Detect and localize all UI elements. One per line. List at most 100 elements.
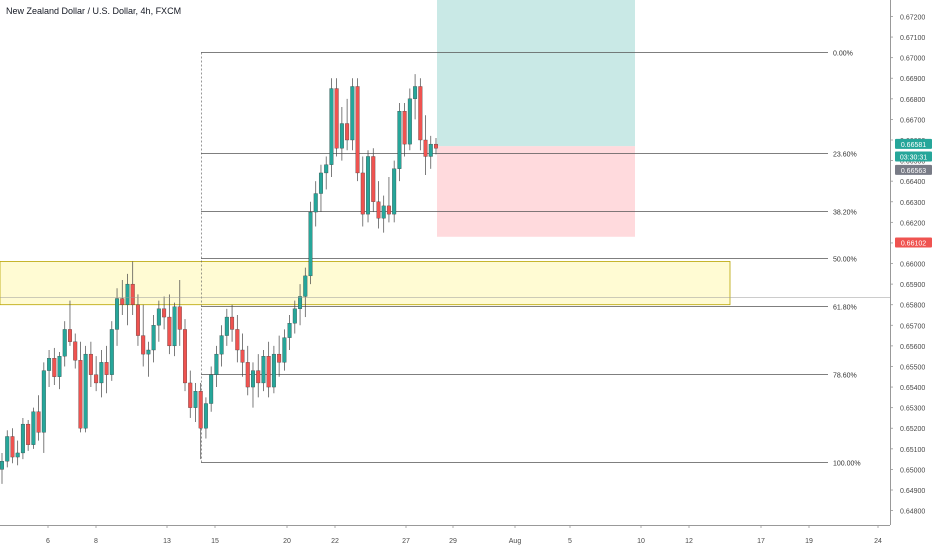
price-badge <box>895 151 932 162</box>
candle-body <box>88 353 93 375</box>
candle-body <box>219 335 224 355</box>
time-tick-label: 8 <box>94 538 98 545</box>
candle-body <box>329 88 334 165</box>
price-tick-label: 0.66200 <box>900 220 925 227</box>
time-tick-label: Aug <box>509 538 522 545</box>
candle-body <box>151 325 156 351</box>
candle-body <box>15 452 20 458</box>
candle-body <box>0 461 4 470</box>
price-tick-label: 0.65200 <box>900 426 925 433</box>
candle-body <box>345 123 350 141</box>
candle-body <box>303 275 308 297</box>
candle-body <box>428 143 433 157</box>
price-tick-label: 0.65800 <box>900 303 925 310</box>
price-badge-label: 0.66581 <box>901 142 926 149</box>
price-tick-label: 0.66300 <box>900 200 925 207</box>
candle-body <box>214 353 219 375</box>
price-tick-label: 0.66900 <box>900 76 925 83</box>
candle-body <box>62 329 67 357</box>
time-tick-label: 17 <box>757 538 765 545</box>
price-badge-label: 0.66563 <box>901 168 926 175</box>
price-tick-label: 0.66400 <box>900 179 925 186</box>
candle-body <box>20 423 25 454</box>
candle-body <box>230 316 235 330</box>
time-tick-label: 13 <box>163 538 171 545</box>
candle-body <box>397 111 402 169</box>
candle-body <box>198 391 203 429</box>
price-tick-label: 0.66500 <box>900 159 925 166</box>
price-tick-label: 0.65600 <box>900 344 925 351</box>
candle-body <box>67 329 72 342</box>
candle-body <box>188 382 193 408</box>
candle-body <box>287 323 292 338</box>
candle-body <box>355 86 360 174</box>
candle-body <box>78 360 83 429</box>
candle-body <box>418 86 423 141</box>
candle-body <box>26 423 31 445</box>
candle-body <box>47 358 52 371</box>
candle-body <box>10 436 15 458</box>
price-badge <box>895 237 932 248</box>
candle-body <box>177 306 182 330</box>
candle-body <box>313 193 318 213</box>
candle-body <box>381 205 386 219</box>
candle-body <box>261 356 266 384</box>
fib-level-label: 100.00% <box>833 461 861 468</box>
candle-body <box>282 337 287 363</box>
time-tick-label: 6 <box>46 538 50 545</box>
candle-body <box>324 164 329 174</box>
price-tick-label: 0.65300 <box>900 406 925 413</box>
time-tick-label: 29 <box>449 538 457 545</box>
candle-body <box>99 362 104 384</box>
time-tick-label: 15 <box>211 538 219 545</box>
price-badge-label: 03:30:31 <box>900 154 927 161</box>
candle-body <box>141 335 146 355</box>
price-tick-label: 0.65700 <box>900 323 925 330</box>
candle-body <box>402 111 407 145</box>
time-tick-label: 22 <box>331 538 339 545</box>
candle-body <box>360 172 365 215</box>
candle-body <box>5 436 10 462</box>
candle-body <box>209 374 214 404</box>
fib-level-label: 61.80% <box>833 305 857 312</box>
time-tick-label: 5 <box>568 538 572 545</box>
candle-body <box>183 329 187 384</box>
candle-body <box>146 349 151 355</box>
candle-body <box>52 358 57 377</box>
candle-body <box>224 316 229 336</box>
candle-body <box>318 172 323 194</box>
position-loss-area <box>437 146 635 237</box>
candle-body <box>334 88 339 149</box>
fib-level-label: 23.60% <box>833 152 857 159</box>
price-tick-label: 0.67000 <box>900 56 925 63</box>
time-tick-label: 20 <box>283 538 291 545</box>
time-tick-label: 10 <box>637 538 645 545</box>
candle-body <box>407 98 412 145</box>
candle-body <box>94 374 99 384</box>
candle-body <box>266 356 271 388</box>
time-tick-label: 19 <box>805 538 813 545</box>
price-tick-label: 0.66700 <box>900 117 925 124</box>
candle-body <box>251 370 255 388</box>
candle-body <box>125 283 130 305</box>
candle-body <box>298 296 303 309</box>
candle-body <box>31 411 36 445</box>
candle-body <box>392 168 397 215</box>
candle-body <box>366 156 371 215</box>
candle-body <box>308 211 313 277</box>
fib-level-label: 0.00% <box>833 51 853 58</box>
price-tick-label: 0.67100 <box>900 35 925 42</box>
candle-body <box>235 329 240 351</box>
candle-body <box>36 411 41 433</box>
price-badge-label: 0.66102 <box>901 241 926 248</box>
candle-body <box>277 353 282 363</box>
candle-body <box>130 283 135 305</box>
candle-body <box>135 304 140 336</box>
price-tick-label: 0.67200 <box>900 14 925 21</box>
candle-body <box>115 298 120 330</box>
candle-body <box>104 362 109 375</box>
candle-body <box>172 306 177 347</box>
candle-body <box>339 123 344 149</box>
